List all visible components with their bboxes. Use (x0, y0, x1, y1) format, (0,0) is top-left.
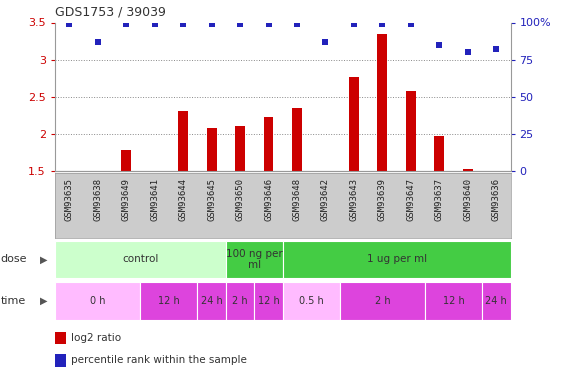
Text: 0 h: 0 h (90, 296, 105, 306)
Point (463, 49, 472, 55)
Text: 24 h: 24 h (201, 296, 223, 306)
Point (65, 21, 73, 27)
Point (93, 39, 102, 45)
Text: GSM93643: GSM93643 (350, 178, 358, 221)
Text: percentile rank within the sample: percentile rank within the sample (71, 356, 247, 366)
Text: GSM93644: GSM93644 (178, 178, 187, 221)
Bar (140, 282, 197, 320)
Bar (463, 169, 473, 171)
Point (150, 21, 159, 27)
Point (178, 21, 187, 27)
Text: GSM93636: GSM93636 (492, 178, 501, 221)
Bar (55, 354, 66, 367)
Text: 12 h: 12 h (443, 296, 465, 306)
Point (321, 39, 330, 45)
Bar (121, 150, 131, 171)
Text: GSM93635: GSM93635 (65, 178, 73, 221)
Text: GSM93641: GSM93641 (150, 178, 159, 221)
Bar (197, 282, 226, 320)
Point (435, 42, 444, 48)
Text: GSM93642: GSM93642 (321, 178, 330, 221)
Bar (264, 117, 274, 171)
Text: 1 ug per ml: 1 ug per ml (366, 255, 427, 264)
Bar (434, 136, 444, 171)
Text: GSM93645: GSM93645 (207, 178, 216, 221)
Text: 0.5 h: 0.5 h (299, 296, 324, 306)
Bar (254, 282, 283, 320)
Bar (425, 282, 482, 320)
Bar (235, 126, 245, 171)
Text: 2 h: 2 h (232, 296, 248, 306)
Point (264, 21, 273, 27)
Text: GSM93640: GSM93640 (463, 178, 472, 221)
Bar (55, 282, 140, 320)
Text: time: time (1, 296, 26, 306)
Text: GSM93639: GSM93639 (378, 178, 387, 221)
Bar (55, 332, 66, 344)
Point (292, 21, 301, 27)
Bar (283, 241, 511, 278)
Bar (178, 111, 188, 171)
Text: 2 h: 2 h (375, 296, 390, 306)
Text: GSM93637: GSM93637 (435, 178, 444, 221)
Bar (292, 108, 302, 171)
Text: GSM93646: GSM93646 (264, 178, 273, 221)
Bar (482, 282, 511, 320)
Text: control: control (122, 255, 159, 264)
Bar (349, 76, 359, 171)
Bar (226, 282, 254, 320)
Bar (378, 34, 388, 171)
Point (236, 21, 245, 27)
Text: GSM93649: GSM93649 (122, 178, 131, 221)
Text: GSM93647: GSM93647 (406, 178, 415, 221)
Text: 12 h: 12 h (257, 296, 279, 306)
Text: dose: dose (1, 255, 27, 264)
Point (492, 46, 501, 52)
Bar (55, 241, 226, 278)
Point (378, 21, 387, 27)
Text: log2 ratio: log2 ratio (71, 333, 121, 343)
Bar (226, 241, 283, 278)
Text: GSM93650: GSM93650 (236, 178, 245, 221)
Point (122, 21, 131, 27)
Text: GSM93638: GSM93638 (93, 178, 102, 221)
Bar (406, 92, 416, 171)
Text: GSM93648: GSM93648 (292, 178, 301, 221)
Point (406, 21, 415, 27)
Bar (283, 282, 339, 320)
Bar (206, 128, 217, 171)
Point (350, 21, 358, 27)
Bar (339, 282, 425, 320)
Point (207, 21, 216, 27)
Text: ▶: ▶ (40, 296, 48, 306)
Text: 12 h: 12 h (158, 296, 180, 306)
Text: GDS1753 / 39039: GDS1753 / 39039 (55, 6, 166, 19)
Text: 100 ng per
ml: 100 ng per ml (226, 249, 283, 270)
Text: 24 h: 24 h (485, 296, 507, 306)
Text: ▶: ▶ (40, 255, 48, 264)
